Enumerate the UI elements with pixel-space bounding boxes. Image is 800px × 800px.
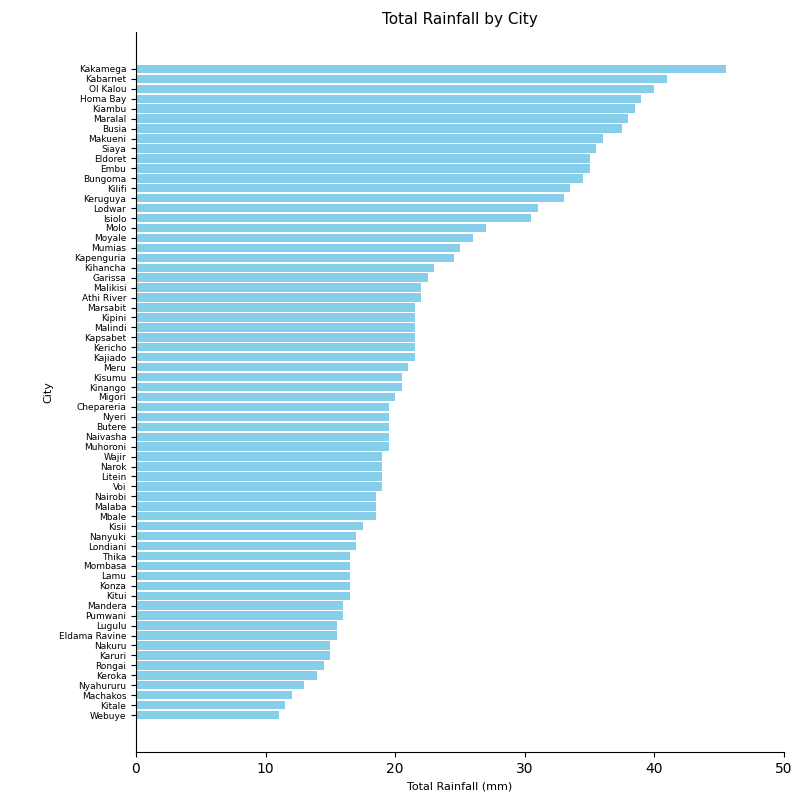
Bar — [136, 74, 667, 83]
Bar — [136, 154, 590, 162]
Bar — [136, 65, 726, 73]
Bar — [136, 353, 414, 362]
Bar — [136, 661, 324, 670]
Bar — [136, 254, 454, 262]
Bar — [136, 294, 421, 302]
Bar — [136, 631, 337, 640]
Bar — [136, 681, 305, 690]
Bar — [136, 413, 389, 421]
Bar — [136, 323, 414, 332]
Bar — [136, 194, 564, 202]
Bar — [136, 105, 635, 113]
Bar — [136, 433, 389, 441]
Bar — [136, 462, 382, 470]
Bar — [136, 701, 285, 710]
Bar — [136, 671, 318, 679]
Bar — [136, 114, 629, 123]
Bar — [136, 303, 414, 312]
Bar — [136, 274, 428, 282]
Bar — [136, 532, 356, 540]
Bar — [136, 363, 408, 371]
Bar — [136, 691, 291, 699]
Bar — [136, 651, 330, 660]
Bar — [136, 472, 382, 481]
Bar — [136, 552, 350, 560]
Bar — [136, 134, 602, 142]
Bar — [136, 314, 414, 322]
Bar — [136, 492, 376, 501]
X-axis label: Total Rainfall (mm): Total Rainfall (mm) — [407, 782, 513, 791]
Bar — [136, 542, 356, 550]
Bar — [136, 482, 382, 490]
Bar — [136, 402, 389, 411]
Bar — [136, 711, 278, 719]
Bar — [136, 234, 473, 242]
Y-axis label: City: City — [43, 381, 54, 403]
Bar — [136, 642, 330, 650]
Bar — [136, 244, 460, 252]
Bar — [136, 85, 654, 93]
Bar — [136, 214, 531, 222]
Bar — [136, 622, 337, 630]
Bar — [136, 184, 570, 193]
Bar — [136, 522, 363, 530]
Bar — [136, 204, 538, 212]
Bar — [136, 393, 395, 401]
Bar — [136, 333, 414, 342]
Bar — [136, 164, 590, 173]
Bar — [136, 124, 622, 133]
Bar — [136, 452, 382, 461]
Bar — [136, 343, 414, 351]
Bar — [136, 94, 642, 103]
Title: Total Rainfall by City: Total Rainfall by City — [382, 12, 538, 26]
Bar — [136, 602, 343, 610]
Bar — [136, 512, 376, 521]
Bar — [136, 144, 596, 153]
Bar — [136, 174, 583, 182]
Bar — [136, 263, 434, 272]
Bar — [136, 442, 389, 451]
Bar — [136, 582, 350, 590]
Bar — [136, 422, 389, 431]
Bar — [136, 383, 402, 391]
Bar — [136, 224, 486, 232]
Bar — [136, 562, 350, 570]
Bar — [136, 572, 350, 580]
Bar — [136, 591, 350, 600]
Bar — [136, 502, 376, 510]
Bar — [136, 373, 402, 382]
Bar — [136, 611, 343, 620]
Bar — [136, 283, 421, 292]
